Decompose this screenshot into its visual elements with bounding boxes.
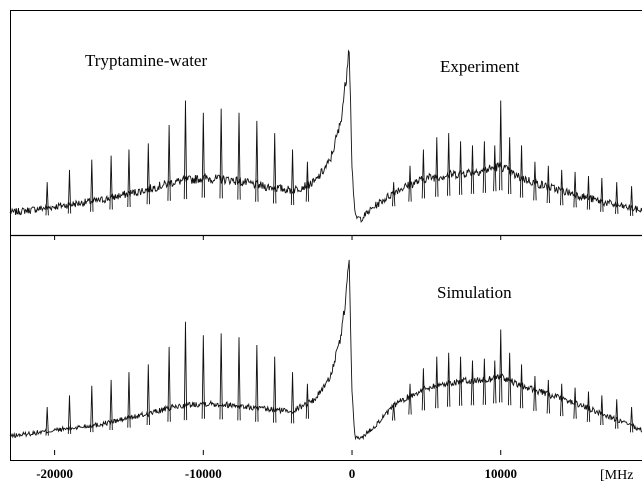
experiment-peak: [127, 149, 131, 208]
molecule-label: Tryptamine-water: [85, 51, 207, 70]
simulation-label: Simulation: [437, 283, 512, 302]
experiment-peak: [109, 155, 113, 210]
experiment-peak: [573, 171, 577, 208]
simulation-trace-group: [9, 259, 642, 441]
simulation-peak: [255, 344, 259, 422]
experiment-peak: [273, 133, 277, 204]
experiment-peak: [255, 120, 259, 202]
experiment-peak: [508, 137, 512, 194]
experiment-peak: [45, 182, 49, 216]
x-tick-labels: -20000 -10000 0 10000: [36, 466, 517, 481]
simulation-peak: [482, 358, 487, 405]
x-tick-label: 0: [349, 466, 356, 481]
simulation-peak: [392, 403, 396, 421]
experiment-peak: [67, 169, 72, 214]
experiment-peak: [421, 149, 426, 199]
simulation-peak: [109, 379, 113, 430]
simulation-peak: [219, 333, 223, 420]
experiment-peak: [435, 137, 439, 197]
simulation-peak: [533, 376, 537, 411]
simulation-peak: [183, 321, 188, 421]
experiment-peak: [167, 124, 171, 201]
experiment-peak: [392, 182, 396, 207]
simulation-peak: [305, 383, 310, 419]
x-tick-label: -20000: [36, 466, 73, 481]
experiment-peak: [237, 112, 241, 200]
experiment-peak: [493, 145, 497, 192]
simulation-peak: [237, 337, 241, 421]
experiment-peak: [290, 149, 295, 205]
experiment-trace: [9, 49, 642, 223]
experiment-peak: [519, 145, 524, 198]
simulation-peak: [470, 360, 475, 406]
simulation-peak: [600, 395, 604, 426]
simulation-peak: [167, 346, 171, 422]
simulation-peak: [67, 395, 72, 434]
simulation-peak: [45, 407, 49, 436]
experiment-peak: [482, 141, 487, 193]
simulation-peak: [421, 368, 426, 411]
experiment-peak: [408, 165, 412, 202]
simulation-peak: [573, 387, 577, 419]
x-tick-label: -10000: [185, 466, 222, 481]
simulation-peak: [493, 360, 497, 404]
experiment-peak: [470, 145, 475, 194]
x-tick-label: 10000: [484, 466, 517, 481]
simulation-trace: [9, 259, 642, 441]
experiment-peak: [183, 100, 188, 200]
experiment-label: Experiment: [440, 57, 520, 76]
experiment-peak: [546, 165, 550, 204]
experiment-peak: [146, 143, 150, 205]
experiment-peak: [629, 186, 634, 216]
simulation-peak: [560, 383, 564, 417]
experiment-trace-group: [9, 49, 642, 223]
simulation-peak: [201, 335, 205, 419]
simulation-peak: [146, 364, 150, 426]
simulation-peak: [90, 385, 94, 433]
simulation-peak: [408, 383, 412, 415]
experiment-peak: [586, 175, 591, 210]
experiment-peak: [201, 112, 205, 198]
simulation-peak: [435, 356, 439, 409]
simulation-peak: [127, 372, 131, 428]
experiment-peak: [600, 178, 604, 212]
simulation-peak: [586, 391, 591, 422]
experiment-peak: [499, 100, 503, 191]
experiment-peak: [615, 182, 619, 214]
experiment-peak: [90, 159, 94, 212]
simulation-peak: [519, 364, 524, 409]
simulation-peak: [629, 407, 634, 433]
experiment-peak: [447, 133, 451, 196]
experiment-peak: [533, 161, 537, 201]
experiment-peak: [458, 141, 463, 195]
experiment-peak: [560, 169, 564, 206]
experiment-peak: [219, 108, 223, 199]
x-axis-label: [MHz: [600, 468, 633, 483]
simulation-peak: [273, 356, 277, 423]
simulation-peak: [290, 372, 295, 424]
experiment-peak: [305, 161, 310, 202]
simulation-peak: [499, 329, 503, 403]
simulation-peak: [546, 379, 550, 414]
x-ticks: [54, 235, 502, 455]
simulation-peak: [615, 399, 619, 429]
simulation-peak: [508, 352, 512, 406]
simulation-peak: [458, 356, 463, 406]
simulation-peak: [447, 352, 451, 407]
